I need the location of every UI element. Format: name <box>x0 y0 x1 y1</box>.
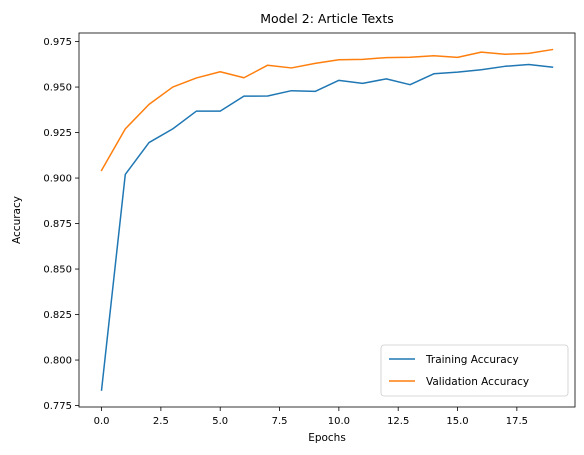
legend: Training Accuracy Validation Accuracy <box>381 345 568 396</box>
y-axis-ticks: 0.775 0.800 0.825 0.850 0.875 0.900 0.925 0.950… <box>43 37 79 412</box>
y-tick-label: 0.950 <box>43 83 72 94</box>
y-tick-label: 0.775 <box>43 401 72 412</box>
chart-title: Model 2: Article Texts <box>260 11 394 26</box>
y-tick-label: 0.900 <box>43 174 72 185</box>
legend-label-training: Training Accuracy <box>425 354 519 366</box>
legend-label-validation: Validation Accuracy <box>426 376 529 388</box>
x-tick-label: 0.0 <box>94 416 110 427</box>
x-tick-label: 2.5 <box>153 416 169 427</box>
y-tick-label: 0.850 <box>43 265 72 276</box>
y-tick-label: 0.925 <box>43 128 72 139</box>
x-tick-label: 15.0 <box>446 416 468 427</box>
x-tick-label: 10.0 <box>328 416 350 427</box>
y-tick-label: 0.875 <box>43 219 72 230</box>
y-tick-label: 0.975 <box>43 37 72 48</box>
legend-box <box>381 345 568 396</box>
x-axis-label: Epochs <box>308 432 346 444</box>
x-tick-label: 17.5 <box>506 416 528 427</box>
x-tick-label: 12.5 <box>387 416 409 427</box>
y-axis-label: Accuracy <box>11 196 23 244</box>
x-tick-label: 7.5 <box>272 416 288 427</box>
y-tick-label: 0.825 <box>43 310 72 321</box>
x-axis-ticks: 0.0 2.5 5.0 7.5 10.0 12.5 15.0 17.5 <box>94 407 528 427</box>
x-tick-label: 5.0 <box>212 416 228 427</box>
y-tick-label: 0.800 <box>43 356 72 367</box>
